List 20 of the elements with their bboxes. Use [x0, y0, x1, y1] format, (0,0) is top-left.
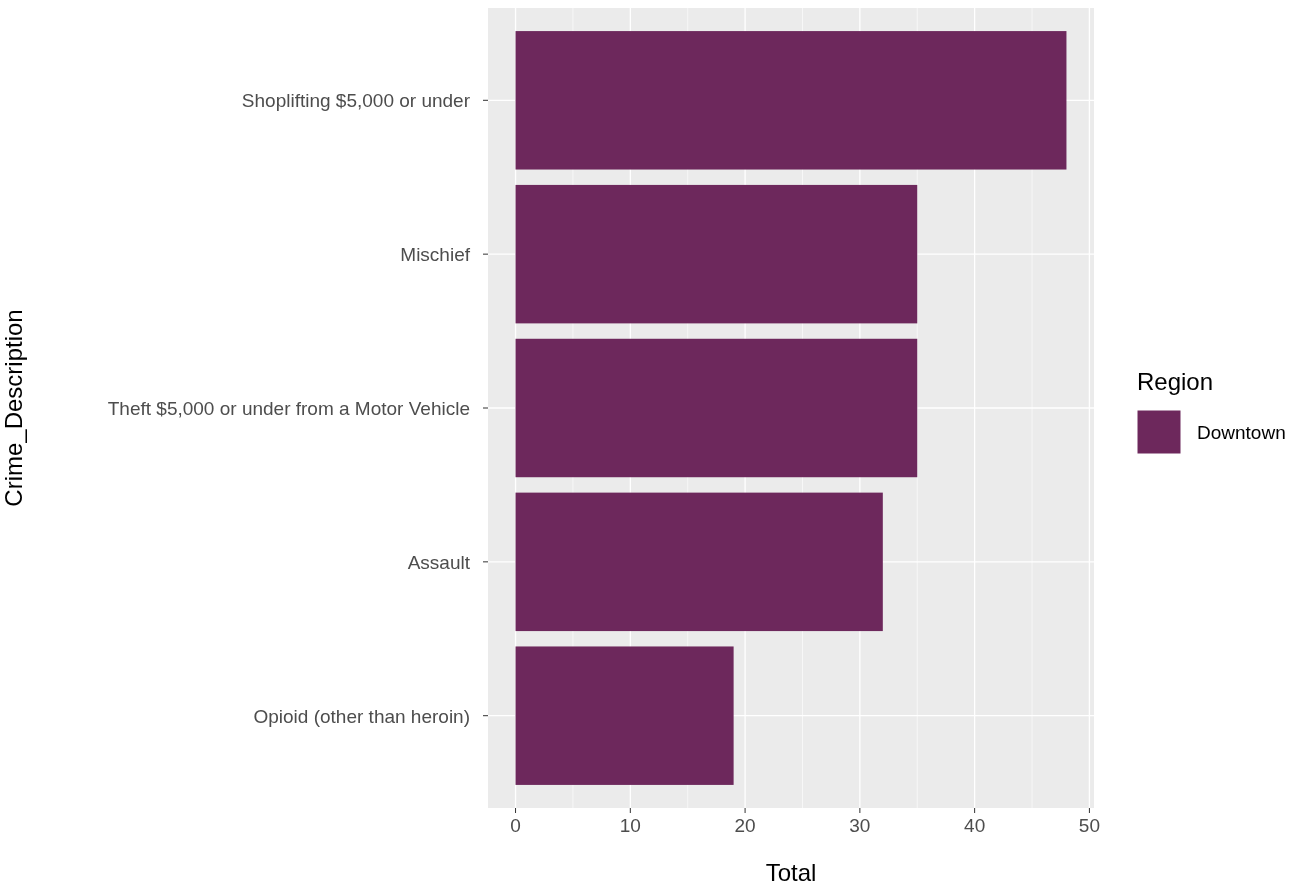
x-tick-label: 10 [619, 815, 641, 836]
bar [515, 31, 1067, 170]
x-axis-title: Total [765, 859, 817, 886]
y-axis-title: Crime_Description [0, 309, 27, 507]
bar [515, 338, 918, 478]
y-tick-label: Assault [407, 551, 471, 573]
y-tick-label: Opioid (other than heroin) [253, 705, 470, 727]
x-tick-label: 20 [734, 815, 756, 836]
y-tick-label: Mischief [400, 244, 471, 266]
x-tick-label: 50 [1078, 815, 1100, 836]
text: Downtown [1197, 422, 1286, 443]
x-tick-label: 30 [849, 815, 871, 836]
y-tick-label: Shoplifting $5,000 or under [241, 90, 471, 112]
bar [515, 492, 883, 632]
x-tick-label: 40 [964, 815, 986, 836]
legend-title: Region [1137, 368, 1214, 395]
y-tick-label: Theft $5,000 or under from a Motor Vehicle [107, 398, 470, 419]
bar [515, 646, 734, 785]
bar [515, 184, 918, 324]
x-tick-label: 0 [510, 815, 521, 836]
